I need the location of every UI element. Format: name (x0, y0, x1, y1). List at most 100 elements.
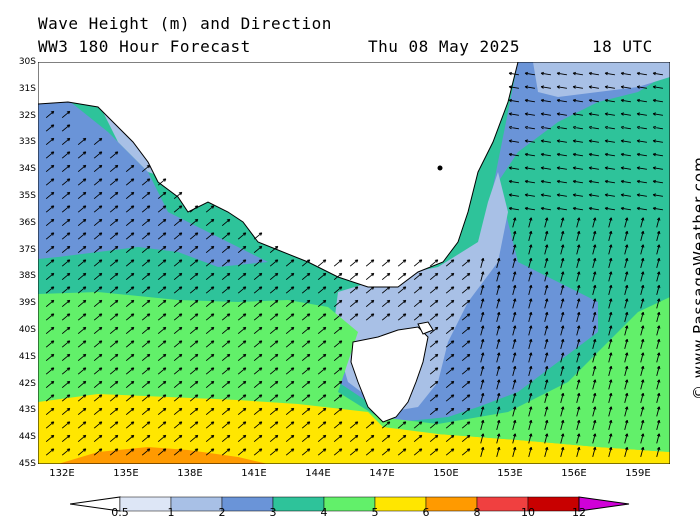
latitude-label: 31S (18, 83, 36, 94)
band-1-2m-north (533, 62, 670, 97)
wave-direction-arrow (592, 392, 597, 403)
wave-direction-arrow (237, 299, 247, 308)
wave-direction-arrow (429, 340, 439, 348)
wave-direction-arrow (109, 164, 119, 173)
wave-direction-arrow (173, 205, 183, 213)
wave-direction-arrow (429, 407, 439, 416)
wave-direction-arrow (624, 352, 629, 363)
wave-direction-arrow (576, 271, 581, 282)
latitude-label: 42S (18, 378, 36, 389)
wave-direction-arrow (61, 178, 71, 186)
wave-direction-arrow (572, 71, 584, 76)
wave-direction-arrow (125, 313, 135, 321)
wave-direction-arrow (253, 421, 263, 429)
legend-swatch (578, 496, 630, 512)
wave-direction-arrow (480, 419, 485, 430)
wave-direction-arrow (592, 433, 597, 444)
wave-direction-arrow (560, 311, 565, 322)
wave-direction-arrow (576, 230, 581, 241)
wave-direction-arrow (640, 392, 645, 403)
wave-direction-arrow (61, 259, 71, 267)
wave-direction-arrow (221, 367, 231, 375)
wave-direction-arrow (205, 380, 215, 389)
wave-direction-arrow (656, 338, 661, 349)
wave-direction-arrow (640, 244, 645, 255)
wave-direction-arrow (205, 353, 215, 362)
wave-direction-arrow (556, 152, 568, 157)
wave-direction-arrow (656, 257, 661, 268)
wave-direction-arrow (205, 340, 215, 348)
latitude-label: 35S (18, 191, 36, 201)
wave-direction-arrow (620, 98, 632, 103)
wave-direction-arrow (141, 407, 151, 416)
wave-direction-arrow (77, 205, 87, 213)
wave-direction-arrow (317, 394, 327, 402)
latitude-label: 32S (18, 110, 36, 121)
wave-direction-arrow (317, 272, 327, 281)
wave-direction-arrow (93, 434, 103, 443)
wave-direction-arrow (572, 166, 584, 170)
wave-direction-arrow (141, 259, 151, 267)
wave-direction-arrow (572, 98, 584, 103)
wave-direction-arrow (556, 125, 568, 130)
wave-direction-arrow (189, 353, 199, 362)
latitude-label: 33S (18, 137, 36, 148)
wave-direction-arrow (157, 205, 167, 213)
wave-direction-arrow (592, 325, 597, 336)
wave-direction-arrow (205, 299, 215, 308)
wave-direction-arrow (576, 379, 581, 390)
wave-direction-arrow (61, 151, 71, 159)
wave-direction-arrow (45, 191, 55, 200)
wave-direction-arrow (77, 326, 87, 335)
wave-direction-arrow (480, 433, 485, 444)
wave-direction-arrow (624, 379, 629, 390)
wave-direction-arrow (556, 166, 568, 170)
wave-direction-arrow (157, 218, 167, 227)
wave-direction-arrow (141, 245, 151, 254)
wave-direction-arrow (604, 193, 616, 197)
wave-direction-arrow (381, 259, 391, 267)
wave-direction-arrow (317, 448, 327, 456)
wave-direction-arrow (524, 193, 536, 197)
wave-direction-arrow (445, 299, 455, 308)
wave-direction-arrow (560, 230, 565, 241)
wave-direction-arrow (508, 85, 520, 89)
wave-direction-arrow (349, 448, 359, 456)
wave-direction-arrow (656, 406, 661, 417)
wave-direction-arrow (624, 298, 629, 309)
forecast-model: WW3 180 Hour Forecast (38, 37, 251, 56)
wave-direction-arrow (429, 421, 439, 429)
wave-direction-arrow (560, 406, 565, 417)
wave-direction-arrow (189, 272, 199, 281)
wave-direction-arrow (480, 365, 485, 376)
wave-direction-arrow (544, 325, 549, 336)
wave-direction-arrow (45, 340, 55, 348)
wave-direction-arrow (480, 379, 485, 390)
wave-direction-arrow (61, 448, 71, 456)
wave-direction-arrow (45, 137, 55, 146)
wave-direction-arrow (556, 98, 568, 103)
wave-direction-arrow (604, 206, 616, 211)
wave-direction-arrow (157, 191, 167, 200)
wave-direction-arrow (592, 311, 597, 322)
wave-direction-arrow (285, 407, 295, 416)
wave-direction-arrow (333, 367, 343, 375)
wave-direction-arrow (285, 313, 295, 321)
wave-direction-arrow (560, 325, 565, 336)
wave-direction-arrow (592, 406, 597, 417)
wave-direction-arrow (512, 311, 517, 322)
wave-direction-arrow (445, 286, 455, 294)
wave-direction-arrow (45, 205, 55, 213)
wave-height-map (38, 62, 670, 464)
wave-direction-arrow (544, 271, 549, 282)
wave-direction-arrow (61, 164, 71, 173)
wave-direction-arrow (189, 380, 199, 389)
wave-direction-arrow (77, 272, 87, 281)
wave-direction-arrow (413, 272, 423, 281)
longitude-label: 150E (433, 468, 459, 479)
wave-direction-arrow (576, 406, 581, 417)
wave-direction-arrow (205, 272, 215, 281)
forecast-date: Thu 08 May 2025 (368, 37, 520, 56)
wave-direction-arrow (333, 353, 343, 362)
wave-direction-arrow (141, 380, 151, 389)
